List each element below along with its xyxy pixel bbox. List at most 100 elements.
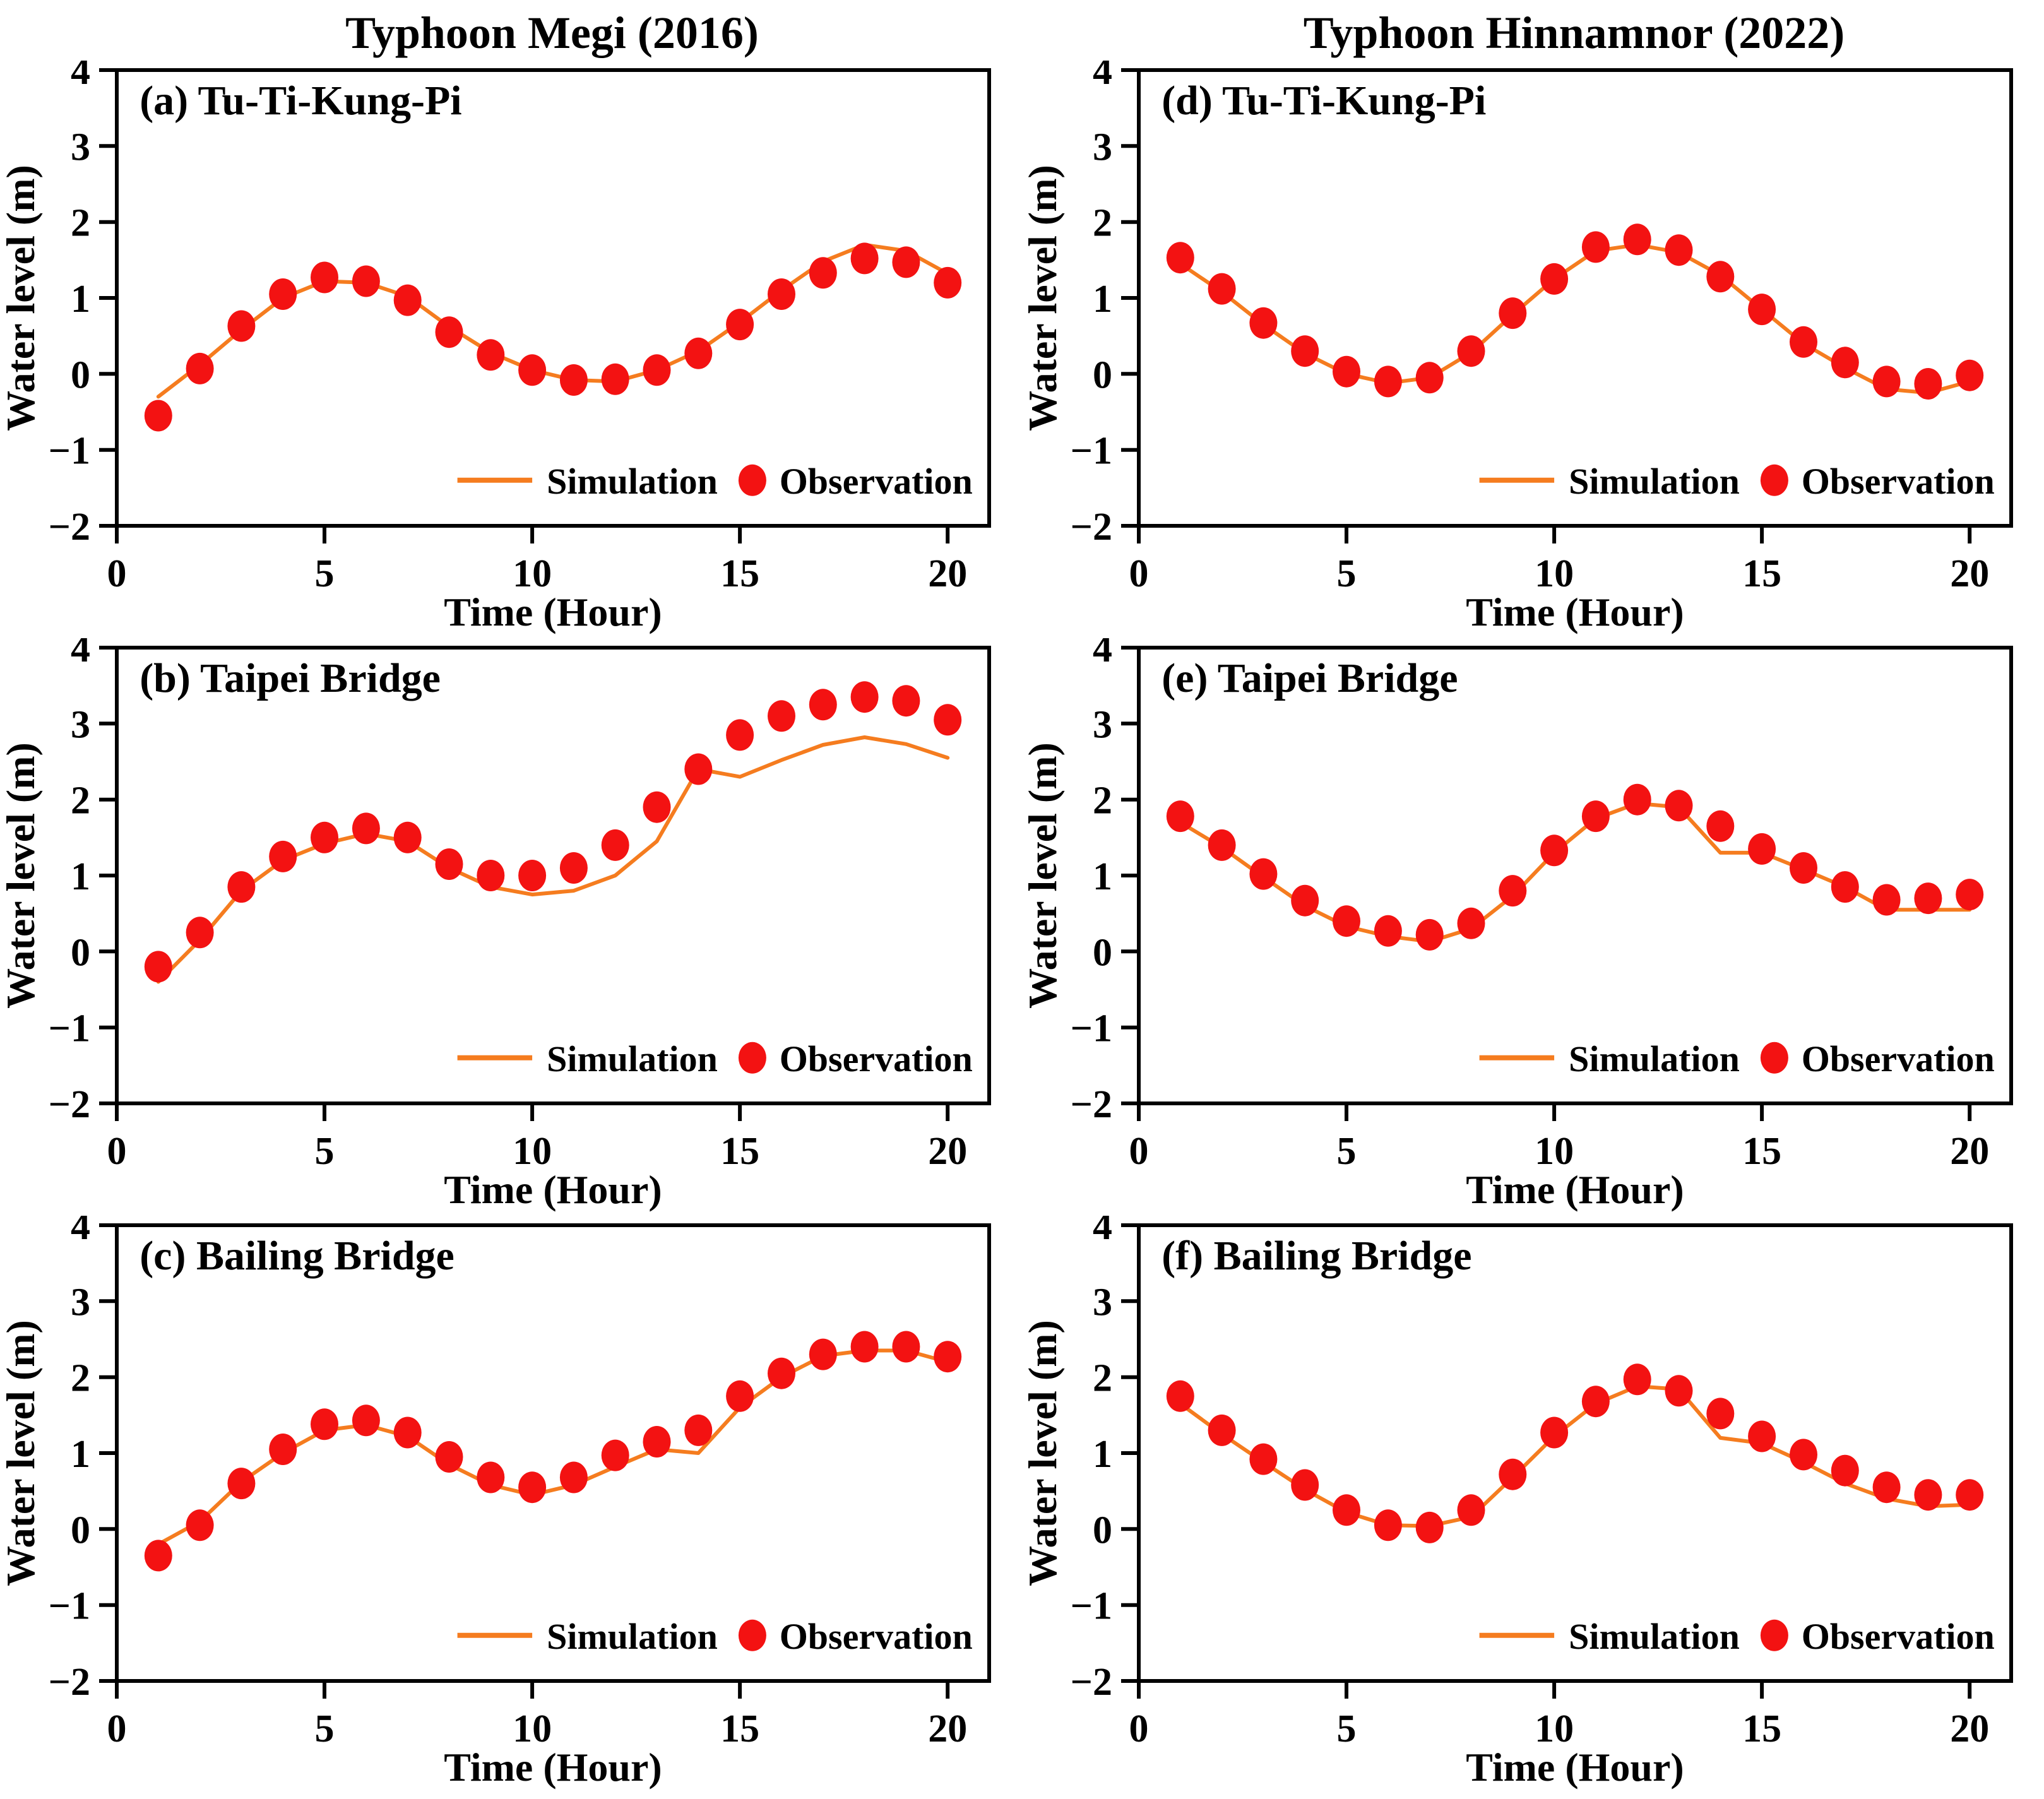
observation-marker [1581,231,1610,263]
panel-label: (b) Taipei Bridge [140,655,441,701]
observation-marker [934,704,962,736]
x-tick-label: 15 [720,1130,759,1173]
observation-marker [768,700,795,732]
observation-marker [684,1414,713,1446]
observation-marker [850,1331,879,1363]
y-tick-label: −2 [1071,506,1112,549]
y-tick-label: 2 [1093,202,1112,245]
y-tick-label: 2 [71,1357,90,1400]
legend-observation-label: Observation [1802,1616,1995,1657]
x-tick-label: 10 [1535,1130,1574,1173]
y-tick-label: 4 [71,61,90,93]
observation-marker [1581,800,1610,833]
observation-marker [518,860,547,891]
x-tick-label: 0 [107,552,127,595]
observation-marker [1665,1375,1693,1407]
observation-marker [1208,273,1236,305]
x-tick-label: 15 [1742,1130,1781,1173]
observation-marker [1457,1494,1485,1526]
observation-marker [809,689,837,721]
x-axis-title: Time (Hour) [1466,590,1684,634]
observation-marker [1872,1471,1901,1504]
observation-marker [643,1426,671,1458]
observation-marker [477,339,505,371]
observation-marker [186,917,214,949]
observation-marker [601,1439,629,1471]
x-tick-label: 20 [928,1130,967,1173]
observation-marker [1623,223,1651,256]
legend-simulation-label: Simulation [547,461,718,502]
y-tick-label: −2 [49,1083,90,1126]
observation-marker [1748,1420,1776,1452]
y-tick-label: 3 [71,703,90,746]
panel-label: (e) Taipei Bridge [1162,655,1458,701]
observation-marker [892,1331,920,1363]
observation-marker [1166,242,1194,274]
x-tick-label: 15 [1742,552,1781,595]
observation-marker [559,364,588,396]
observation-marker [684,337,713,369]
panel-label: (f) Bailing Bridge [1162,1233,1471,1279]
legend-simulation-label: Simulation [1569,461,1740,502]
y-tick-label: 1 [1093,278,1112,321]
y-axis-title: Water level (m) [0,165,43,431]
observation-marker [1540,834,1569,867]
x-tick-label: 0 [107,1130,127,1173]
observation-marker [1790,852,1817,884]
legend-observation-marker [738,1042,766,1074]
observation-marker [1415,918,1444,951]
x-tick-label: 20 [928,1707,967,1750]
observation-marker [1499,1458,1527,1490]
observation-marker [643,354,671,386]
observation-marker [1166,1380,1194,1412]
x-tick-label: 0 [1129,552,1149,595]
observation-marker [1831,1454,1859,1487]
observation-marker [1374,1509,1402,1541]
column-hinnamnor: Typhoon Hinnamnor (2022) 0 5 10 15 20 4 3 2 1 0 −1… [1022,0,2044,1793]
y-tick-label: 0 [71,353,90,396]
x-tick-label: 0 [1129,1130,1149,1173]
x-tick-label: 15 [720,1707,759,1750]
y-axis-title: Water level (m) [1022,165,1065,431]
column-title-hinnamnor: Typhoon Hinnamnor (2022) [1303,8,1845,58]
panel-label: (d) Tu-Ti-Kung-Pi [1162,78,1486,124]
legend-simulation-label: Simulation [547,1616,718,1657]
observation-marker [227,310,256,342]
observation-marker [601,363,629,395]
y-axis-title: Water level (m) [0,1320,43,1586]
panel-label: (a) Tu-Ti-Kung-Pi [140,78,461,124]
observation-marker [393,821,422,853]
observation-marker [1333,905,1360,937]
observation-marker [1956,359,1984,391]
x-axis-title: Time (Hour) [444,590,662,634]
observation-marker [684,753,713,785]
y-tick-label: −2 [49,506,90,549]
observation-marker [477,1461,505,1493]
observation-marker [1415,362,1444,394]
x-tick-label: 20 [928,552,967,595]
x-axis-title: Time (Hour) [1466,1745,1684,1790]
y-tick-label: 0 [71,931,90,974]
observation-marker [435,316,463,348]
observation-marker [186,1509,214,1541]
legend-simulation-label: Simulation [1569,1616,1740,1657]
observation-marker [352,812,380,845]
observation-marker [850,242,879,275]
x-tick-label: 10 [1535,552,1574,595]
y-tick-label: −2 [1071,1661,1112,1704]
y-tick-label: −2 [1071,1083,1112,1126]
observation-marker [1872,365,1901,398]
observation-marker [144,951,172,983]
column-megi: Typhoon Megi (2016) 0 5 10 15 20 4 3 2 1 0 −1 −2 Tim… [0,0,1022,1793]
observation-marker [1748,294,1776,326]
observation-marker [1208,1414,1236,1446]
observation-marker [435,1441,463,1473]
observation-marker [809,1338,837,1370]
observation-marker [1249,858,1278,890]
y-axis-title: Water level (m) [0,742,43,1009]
observation-marker [1249,1443,1278,1475]
observation-marker [643,791,671,823]
legend-observation-marker [1760,464,1788,496]
legend-observation-marker [738,1619,766,1651]
y-tick-label: 3 [71,126,90,169]
